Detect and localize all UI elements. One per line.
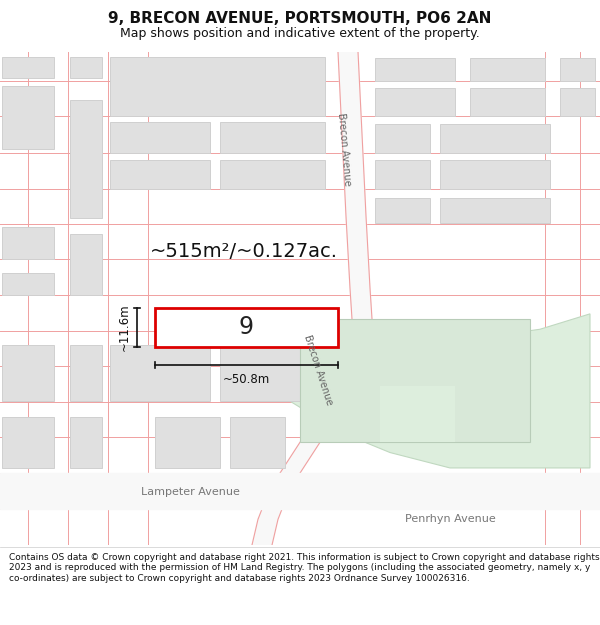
Bar [440, 160, 550, 189]
Bar [470, 88, 545, 116]
Text: Penrhyn Avenue: Penrhyn Avenue [404, 514, 496, 524]
Bar [2, 417, 54, 468]
Text: ~11.6m: ~11.6m [118, 303, 131, 351]
Text: 9, BRECON AVENUE, PORTSMOUTH, PO6 2AN: 9, BRECON AVENUE, PORTSMOUTH, PO6 2AN [109, 11, 491, 26]
Bar [470, 58, 545, 81]
Text: Map shows position and indicative extent of the property.: Map shows position and indicative extent… [120, 28, 480, 41]
Bar [2, 344, 54, 401]
Bar [220, 160, 325, 189]
Bar [440, 198, 550, 224]
Bar [375, 198, 430, 224]
Bar [375, 88, 455, 116]
Bar [375, 160, 430, 189]
Bar [380, 386, 455, 442]
Bar [110, 344, 210, 401]
Bar [110, 122, 210, 152]
Text: Brecon Avenue: Brecon Avenue [336, 112, 352, 186]
Bar [300, 319, 530, 442]
Bar [110, 57, 325, 116]
Bar [70, 100, 102, 218]
Polygon shape [252, 52, 372, 545]
Bar [70, 57, 102, 78]
Bar [70, 344, 102, 401]
Bar [230, 417, 285, 468]
Text: Lampeter Avenue: Lampeter Avenue [140, 487, 239, 497]
Bar [375, 58, 455, 81]
Bar [2, 226, 54, 259]
Bar [155, 308, 338, 347]
Bar [2, 86, 54, 149]
Text: ~50.8m: ~50.8m [223, 373, 270, 386]
Text: 9: 9 [239, 315, 254, 339]
Bar [2, 272, 54, 296]
Bar [220, 344, 325, 401]
Bar [2, 57, 54, 78]
Text: Contains OS data © Crown copyright and database right 2021. This information is : Contains OS data © Crown copyright and d… [9, 553, 599, 582]
Bar [560, 58, 595, 81]
Bar [70, 234, 102, 296]
Bar [110, 160, 210, 189]
Bar [375, 124, 430, 152]
Bar [560, 88, 595, 116]
Text: ~515m²/~0.127ac.: ~515m²/~0.127ac. [150, 242, 338, 261]
Bar [220, 122, 325, 152]
Bar [70, 417, 102, 468]
Bar [440, 124, 550, 152]
Polygon shape [240, 314, 590, 468]
Text: Brecon Avenue: Brecon Avenue [302, 334, 334, 407]
Bar [155, 417, 220, 468]
Polygon shape [0, 473, 600, 509]
